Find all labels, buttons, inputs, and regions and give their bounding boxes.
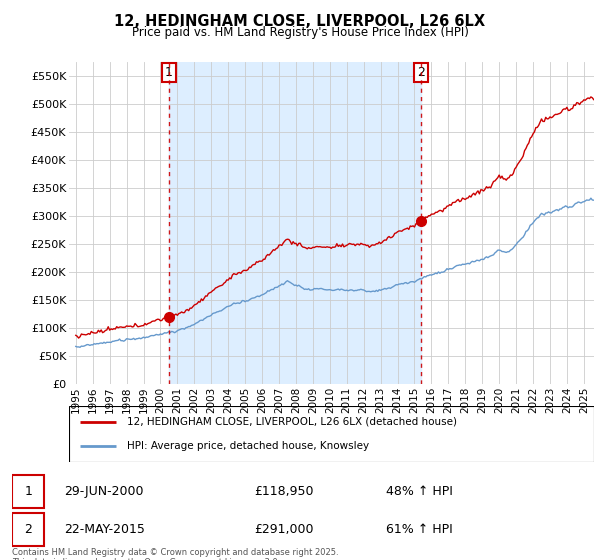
Text: HPI: Average price, detached house, Knowsley: HPI: Average price, detached house, Know…: [127, 441, 369, 451]
Text: Price paid vs. HM Land Registry's House Price Index (HPI): Price paid vs. HM Land Registry's House …: [131, 26, 469, 39]
Text: £118,950: £118,950: [254, 485, 313, 498]
FancyBboxPatch shape: [12, 475, 44, 508]
Text: £291,000: £291,000: [254, 523, 313, 536]
FancyBboxPatch shape: [12, 513, 44, 546]
Text: 22-MAY-2015: 22-MAY-2015: [64, 523, 145, 536]
Text: 48% ↑ HPI: 48% ↑ HPI: [386, 485, 453, 498]
Text: 29-JUN-2000: 29-JUN-2000: [64, 485, 143, 498]
Text: Contains HM Land Registry data © Crown copyright and database right 2025.
This d: Contains HM Land Registry data © Crown c…: [12, 548, 338, 560]
Text: 1: 1: [24, 485, 32, 498]
Text: 12, HEDINGHAM CLOSE, LIVERPOOL, L26 6LX (detached house): 12, HEDINGHAM CLOSE, LIVERPOOL, L26 6LX …: [127, 417, 457, 427]
Text: 2: 2: [417, 67, 425, 80]
Text: 61% ↑ HPI: 61% ↑ HPI: [386, 523, 453, 536]
Text: 2: 2: [24, 523, 32, 536]
Text: 12, HEDINGHAM CLOSE, LIVERPOOL, L26 6LX: 12, HEDINGHAM CLOSE, LIVERPOOL, L26 6LX: [115, 14, 485, 29]
Text: 1: 1: [165, 67, 173, 80]
Bar: [169, 62, 421, 384]
